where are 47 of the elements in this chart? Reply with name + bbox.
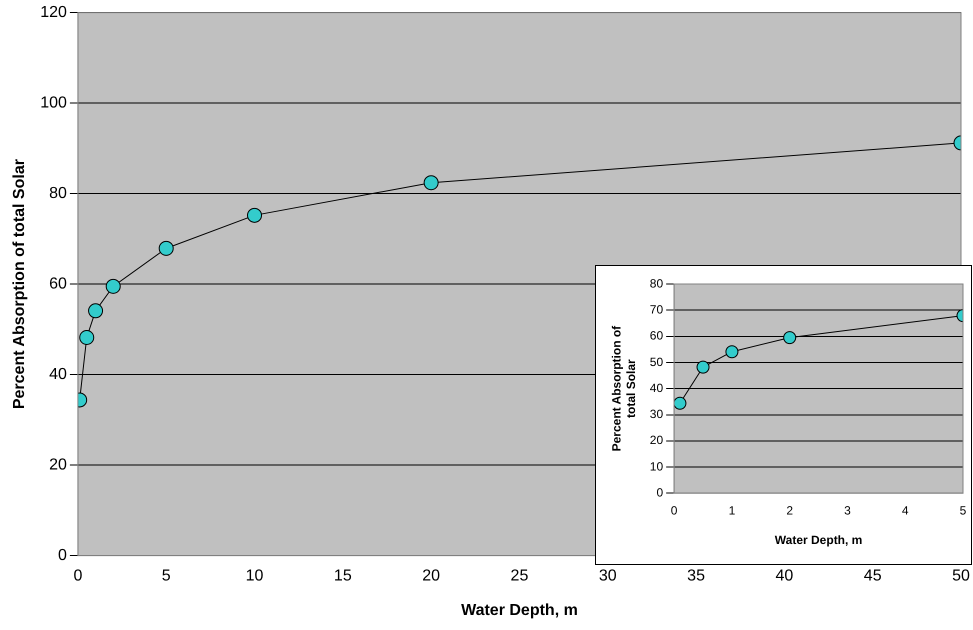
x-tick-label: 40 [775, 568, 794, 585]
x-tick-label: 3 [844, 504, 852, 518]
x-tick-label: 5 [162, 568, 171, 585]
x-tick-label: 1 [728, 504, 736, 518]
y-tick-label: 60 [49, 276, 67, 293]
x-tick-label: 10 [246, 568, 264, 585]
y-tick-label: 80 [49, 185, 67, 202]
y-tick-label: 120 [40, 4, 67, 22]
y-tick-label: 40 [49, 366, 67, 384]
x-tick-label: 0 [670, 504, 678, 518]
point [696, 360, 710, 374]
x-tick-label: 20 [422, 568, 440, 585]
y-tick-label: 0 [58, 547, 67, 564]
y-tick-label: 80 [650, 276, 664, 290]
x-tick-label: 45 [864, 568, 882, 585]
y-tick-label: 0 [656, 486, 664, 500]
y-axis-title: Percent Absorption of total Solar [11, 159, 28, 410]
point [424, 175, 439, 190]
y-tick-label: 40 [650, 380, 664, 395]
x-tick-label: 5 [960, 504, 967, 518]
x-tick-label: 2 [786, 504, 794, 518]
x-tick-label: 15 [334, 568, 352, 585]
point [158, 240, 174, 256]
x-tick-label: 25 [510, 568, 528, 585]
point [674, 396, 686, 410]
x-axis-title: Water Depth, m [461, 602, 578, 619]
x-tick-label: 35 [687, 568, 706, 585]
y-tick-label: 10 [650, 459, 664, 474]
point [79, 330, 94, 345]
y-tick-label: 50 [650, 354, 664, 369]
point [106, 278, 121, 294]
point [247, 208, 262, 223]
y-axis-title: Percent Absorption of total Solar [610, 324, 638, 452]
x-tick-label: 50 [952, 568, 970, 585]
point [725, 345, 738, 358]
y-tick-label: 70 [650, 302, 664, 316]
x-tick-label: 4 [902, 504, 909, 518]
y-tick-label: 20 [49, 456, 67, 474]
point [783, 331, 796, 344]
point [88, 303, 104, 318]
y-tick-label: 100 [40, 94, 67, 112]
y-tick-label: 30 [650, 407, 664, 422]
x-axis-title: Water Depth, m [774, 533, 862, 548]
x-tick-label: 0 [73, 568, 82, 585]
y-tick-label: 60 [650, 328, 664, 343]
y-tick-label: 20 [650, 433, 664, 448]
x-tick-label: 30 [598, 568, 617, 585]
